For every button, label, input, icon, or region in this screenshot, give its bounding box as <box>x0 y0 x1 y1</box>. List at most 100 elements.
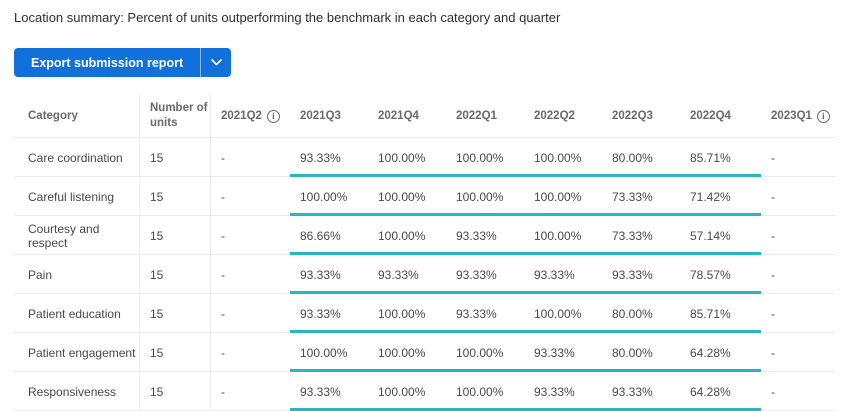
column-header-2021q3: 2021Q3 <box>290 95 368 137</box>
value-cell: 100.00% <box>534 228 582 243</box>
value-cell: 85.71% <box>690 150 731 165</box>
value-cell: 64.28% <box>690 345 731 360</box>
units-cell: 15 <box>140 216 211 255</box>
table-row: Careful listening 15-100.00% 100.00% 100.00… <box>14 177 835 216</box>
benchmark-underline <box>290 291 761 294</box>
category-cell: Patient engagement <box>14 333 140 372</box>
value-cell: - <box>221 306 225 321</box>
table-header-row: Category Number of units 2021Q2 i 2021Q3 2021… <box>14 95 835 138</box>
column-header-label: 2023Q1 <box>771 109 812 122</box>
value-cell: 93.33% <box>300 306 341 321</box>
column-header-label: Number of units <box>150 102 208 129</box>
value-cell: 100.00% <box>456 150 504 165</box>
value-cell: 93.33% <box>612 267 653 282</box>
units-cell: 15 <box>140 138 211 177</box>
column-header-number-of-units: Number of units <box>140 95 211 137</box>
value-cell: - <box>771 189 775 204</box>
value-cell: 93.33% <box>534 384 575 399</box>
value-cell: 100.00% <box>456 345 504 360</box>
benchmark-underline <box>290 174 761 177</box>
value-cell: 73.33% <box>612 228 653 243</box>
info-icon[interactable]: i <box>816 109 830 123</box>
value-cell: - <box>221 189 225 204</box>
value-cell: 93.33% <box>534 345 575 360</box>
column-header-2022q1: 2022Q1 <box>446 95 524 137</box>
table-body: Care coordination 15-93.33% 100.00% 100.00%… <box>14 138 835 411</box>
value-cell: 93.33% <box>456 267 497 282</box>
column-header-label: 2021Q3 <box>300 109 341 122</box>
value-cell: 100.00% <box>378 306 426 321</box>
column-header-2022q4: 2022Q4 <box>680 95 761 137</box>
value-cell: 93.33% <box>534 267 575 282</box>
value-cell: 100.00% <box>300 189 348 204</box>
column-header-2021q4: 2021Q4 <box>368 95 446 137</box>
value-cell: - <box>771 267 775 282</box>
column-header-category: Category <box>14 95 140 137</box>
value-cell: 93.33% <box>300 384 341 399</box>
benchmark-underline <box>290 369 761 372</box>
table-row: Patient education 15-93.33% 100.00% 93.33% 1… <box>14 294 835 333</box>
chevron-down-icon <box>210 59 222 66</box>
value-cell: - <box>771 150 775 165</box>
units-cell: 15 <box>140 372 211 411</box>
value-cell: 73.33% <box>612 189 653 204</box>
column-header-label: 2021Q2 <box>221 109 262 122</box>
value-cell: 71.42% <box>690 189 731 204</box>
category-cell: Careful listening <box>14 177 140 216</box>
table-row: Patient engagement 15- 100.00% 100.00% 100.0… <box>14 333 835 372</box>
value-cell: 93.33% <box>378 267 419 282</box>
benchmark-underline <box>290 252 761 255</box>
export-submission-report-button[interactable]: Export submission report <box>14 48 201 77</box>
value-cell: 100.00% <box>378 228 426 243</box>
value-cell: 100.00% <box>378 150 426 165</box>
value-cell: 80.00% <box>612 306 653 321</box>
units-cell: 15 <box>140 294 211 333</box>
value-cell: 93.33% <box>456 306 497 321</box>
value-cell: 93.33% <box>612 384 653 399</box>
value-cell: 100.00% <box>534 189 582 204</box>
value-cell: - <box>221 345 225 360</box>
value-cell: 93.33% <box>300 150 341 165</box>
info-icon[interactable]: i <box>266 109 280 123</box>
export-options-dropdown-button[interactable] <box>200 48 232 77</box>
column-header-label: 2022Q1 <box>456 109 497 122</box>
category-cell: Patient education <box>14 294 140 333</box>
units-cell: 15 <box>140 333 211 372</box>
value-cell: - <box>221 267 225 282</box>
column-header-label: 2022Q4 <box>690 109 731 122</box>
category-cell: Responsiveness <box>14 372 140 411</box>
value-cell: - <box>221 384 225 399</box>
units-cell: 15 <box>140 255 211 294</box>
value-cell: 93.33% <box>456 228 497 243</box>
value-cell: - <box>221 228 225 243</box>
value-cell: - <box>771 384 775 399</box>
value-cell: - <box>221 150 225 165</box>
value-cell: 100.00% <box>534 306 582 321</box>
category-cell: Pain <box>14 255 140 294</box>
column-header-label: Category <box>28 109 78 122</box>
export-split-button: Export submission report <box>14 48 232 77</box>
value-cell: 100.00% <box>378 384 426 399</box>
value-cell: 93.33% <box>300 267 341 282</box>
page-title: Location summary: Percent of units outpe… <box>14 10 561 25</box>
value-cell: - <box>771 306 775 321</box>
value-cell: 100.00% <box>300 345 348 360</box>
value-cell: 64.28% <box>690 384 731 399</box>
table-row: Courtesy and respect 15- 86.66% 100.00% 93.3… <box>14 216 835 255</box>
value-cell: 57.14% <box>690 228 731 243</box>
category-cell: Courtesy and respect <box>14 216 140 255</box>
value-cell: 85.71% <box>690 306 731 321</box>
benchmark-underline <box>290 330 761 333</box>
value-cell: 100.00% <box>534 150 582 165</box>
column-header-2021q2: 2021Q2 i <box>211 95 290 137</box>
value-cell: 86.66% <box>300 228 341 243</box>
column-header-2022q3: 2022Q3 <box>602 95 680 137</box>
value-cell: 100.00% <box>456 189 504 204</box>
value-cell: 100.00% <box>378 345 426 360</box>
value-cell: 80.00% <box>612 150 653 165</box>
value-cell: 78.57% <box>690 267 731 282</box>
column-header-label: 2022Q3 <box>612 109 653 122</box>
units-cell: 15 <box>140 177 211 216</box>
table-row: Care coordination 15-93.33% 100.00% 100.00%… <box>14 138 835 177</box>
benchmark-underline <box>290 213 761 216</box>
